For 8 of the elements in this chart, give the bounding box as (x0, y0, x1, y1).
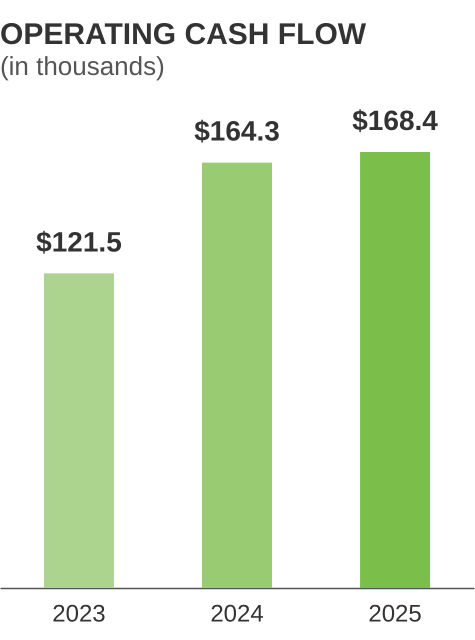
chart-subtitle: (in thousands) (0, 51, 165, 81)
data-label: $121.5 (36, 226, 122, 258)
x-tick-label: 2025 (368, 600, 422, 628)
data-label: $164.3 (194, 116, 280, 147)
chart-title: OPERATING CASH FLOW (0, 18, 367, 51)
x-tick-label: 2024 (210, 600, 264, 628)
x-tick-label: 2023 (52, 600, 106, 628)
data-label: $168.4 (352, 105, 438, 136)
